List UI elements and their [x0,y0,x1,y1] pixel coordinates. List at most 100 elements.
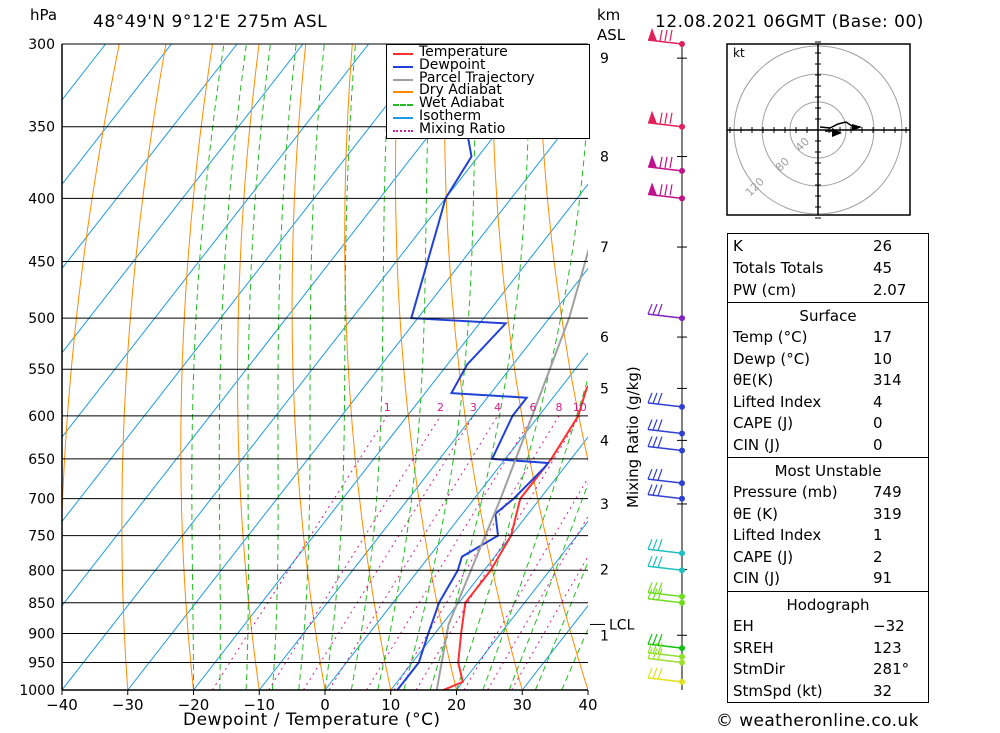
surface-param-label: Temp (°C) [733,328,808,346]
wind-barb-flag [647,303,653,315]
isotherm-line [258,267,588,690]
pressure-tick-label: 350 [28,120,55,136]
isotherm-line [127,99,588,690]
x-tick-label: 30 [513,696,532,714]
wind-barb-flag [652,556,658,568]
wind-barb-flag [669,29,673,42]
dry-adiabat-line [62,44,120,690]
legend-swatch [393,65,413,68]
surface-param-value: 0 [873,414,883,433]
hodograph-param-row: StmDir 281° [728,660,928,681]
most-unstable-param-value: 91 [873,569,893,588]
mixing-ratio-axis-title: Mixing Ratio (g/kg) [624,366,642,508]
pressure-tick-label: 850 [28,596,55,612]
wind-barb-flag [647,556,653,567]
wind-barb-flag [652,588,658,600]
legend-item: Temperature [391,45,587,60]
wind-barb-shaft [647,565,683,572]
wind-barb-shaft [647,166,683,172]
wind-barb-shaft [647,657,683,664]
pressure-tick-label: 750 [28,529,55,545]
wind-barb-flag [652,667,658,679]
most-unstable-param-row: Pressure (mb) 749 [728,483,928,504]
wind-barb-flag [659,29,663,42]
wind-barb-flag [652,303,658,315]
legend-swatch [393,78,413,81]
legend-item: Mixing Ratio [391,121,587,137]
hodograph-param-value: 32 [873,681,893,700]
pressure-tick-label: 1000 [19,683,55,699]
dry-adiabat-line [954,26,1000,690]
wind-barb-pennant [648,182,657,196]
wind-barb-shaft [647,591,683,598]
legend-swatch [393,91,413,94]
surface-param-row: Lifted Index 4 [728,393,928,414]
x-tick-label: −30 [112,696,144,714]
wet-adiabat-line [350,44,392,690]
wet-adiabat-line [534,560,588,690]
mixing-ratio-line [268,415,441,690]
location-title: 48°49'N 9°12'E 275m ASL [93,12,328,32]
height-tick-label: 8 [600,150,609,166]
wind-barb-shaft [647,39,683,45]
wind-barb-flag [652,582,658,594]
wet-adiabat-line [218,44,247,690]
datetime-title: 12.08.2021 06GMT (Base: 00) [655,12,924,32]
wind-barb-flag [647,468,653,480]
height-tick-label: 4 [600,433,609,449]
pressure-tick-label: 600 [28,409,55,425]
hodograph-param-value: 281° [873,660,910,679]
wind-barb-flag [652,633,658,645]
x-tick-label: 40 [578,696,597,714]
hodograph-param-row: EH −32 [728,617,928,638]
height-tick-label: 3 [600,497,609,513]
wind-barb-flag [657,648,663,660]
pressure-unit-label: hPa [30,6,58,24]
most-unstable-param-value: 319 [873,504,902,523]
wind-barb-pennant [648,110,657,124]
isotherm-line [324,352,588,690]
totals-totals-label: Totals Totals [733,259,824,277]
wind-barb-shaft [647,643,683,649]
legend-label: Wet Adiabat [419,95,505,112]
wind-barb-flag [669,156,673,168]
wind-barb-flag [652,419,658,431]
panel-divider [728,302,928,303]
hodograph-param-row: StmSpd (kt) 32 [728,682,928,703]
most-unstable-param-label: CAPE (J) [733,547,794,566]
x-axis-title: Dewpoint / Temperature (°C) [183,710,441,730]
isotherm-line [62,44,238,270]
surface-param-value: 17 [873,328,893,346]
height-tick-label: 1 [600,628,609,644]
height-tick-label: 7 [600,240,609,256]
pw-label: PW (cm) [733,281,797,299]
pressure-tick-label: 300 [28,37,55,53]
panel-divider [728,591,928,592]
pw-value: 2.07 [873,281,907,299]
hodograph-arrow [852,124,862,131]
hodograph-param-label: SREH [733,638,774,657]
wind-barb-shaft [647,548,683,554]
mixing-ratio-line [511,555,588,690]
pressure-tick-label: 650 [28,452,55,468]
mixing-ratio-label: 4 [494,401,501,414]
most-unstable-param-row: Lifted Index 1 [728,526,928,547]
hodograph-param-label: StmSpd (kt) [733,681,823,700]
legend-swatch [393,117,413,119]
wind-barb-flag [664,184,668,196]
legend-item: Isotherm [391,109,587,124]
wind-barb-flag [659,184,663,196]
wind-barb-flag [647,484,653,495]
surface-param-value: 10 [873,349,893,368]
mixing-ratio-line [302,415,474,690]
km-unit-label: km [597,6,621,24]
wind-barb-flag [652,468,658,480]
pressure-tick-label: 400 [28,191,55,207]
wet-adiabat-line [429,44,532,690]
most-unstable-param-row: CAPE (J) 2 [728,548,928,569]
wind-barb-flag [647,582,653,593]
dry-adiabat-line [180,44,214,690]
hodograph-param-label: StmDir [733,660,785,679]
wind-barb-flag [657,582,663,594]
